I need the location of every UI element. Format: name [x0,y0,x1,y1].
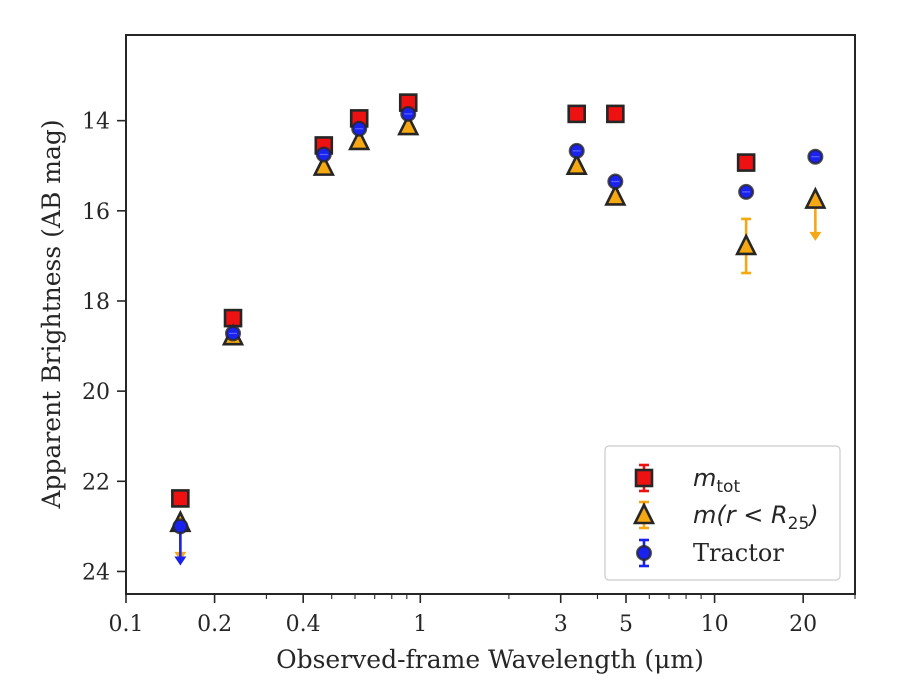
data-point [312,153,335,176]
y-tick-label: 22 [82,470,110,495]
legend-marker [632,502,656,525]
y-tick-label: 24 [82,560,110,585]
data-point [736,153,756,172]
x-tick-label: 1 [413,612,427,637]
plot-area [169,93,827,566]
data-point [604,183,627,206]
x-tick-label: 20 [789,612,817,637]
series-circle [172,105,824,566]
y-tick-label: 20 [82,380,110,405]
x-tick-label: 5 [619,612,633,637]
data-point [735,233,758,256]
y-tick-label: 16 [82,200,110,225]
x-tick-label: 0.4 [286,612,321,637]
legend: mtot m(r < R25) Tractor [604,445,841,581]
data-point [567,104,587,124]
x-tick-label: 0.1 [109,612,144,637]
legend-marker [636,545,653,562]
legend-label: m(r < R25) [693,501,819,534]
y-tick-label: 14 [82,110,110,135]
data-point [348,128,371,151]
data-point [397,113,420,136]
axis-ticks: 0.1 0.2 0.4 1 3 5 10 20 14 16 18 20 22 24 [82,110,856,637]
x-tick-label: 10 [701,612,729,637]
data-point [565,152,588,176]
legend-label: Tractor [693,539,784,567]
legend-marker [634,468,654,488]
legend-label: mtot [693,464,740,497]
data-point [804,186,827,209]
y-axis-title: Apparent Brightness (AB mag) [37,119,66,509]
plot-frame [125,34,856,595]
x-tick-label: 0.2 [197,612,232,637]
legend-box [604,445,841,581]
upper-limit-arrow [174,556,187,566]
x-tick-label: 3 [554,612,568,637]
data-point [171,489,190,508]
data-point [172,518,189,535]
x-axis-title: Observed-frame Wavelength (μm) [276,645,704,674]
y-tick-label: 18 [82,290,110,315]
upper-limit-arrow [809,231,822,241]
data-point [606,104,625,124]
